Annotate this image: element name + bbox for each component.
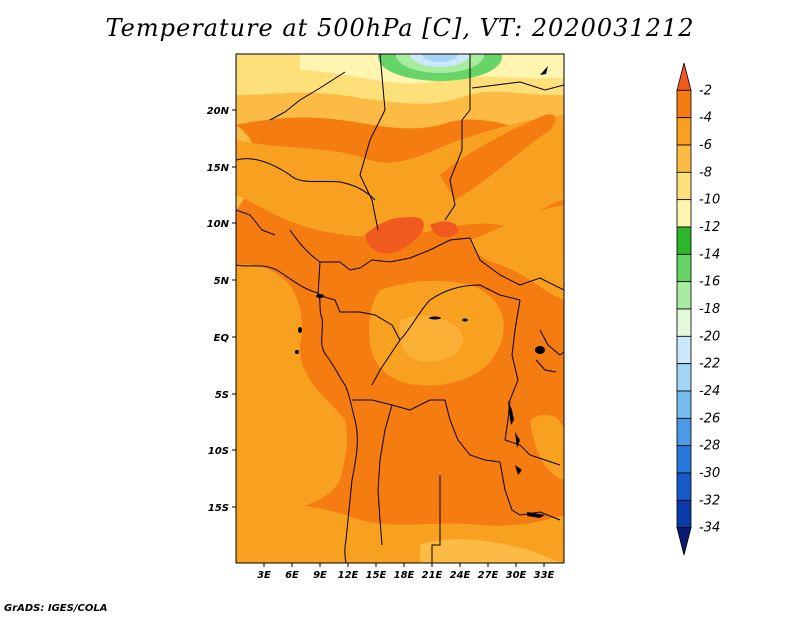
colorbar-segment (676, 308, 692, 337)
colorbar-label: -34 (699, 521, 720, 536)
colorbar-label: -8 (699, 165, 712, 180)
colorbar-segment (676, 171, 692, 201)
colorbar-segment (676, 390, 692, 419)
lat-tick-label: 10N (207, 219, 230, 230)
colorbar-label: -26 (699, 411, 720, 426)
lon-tick-label: 30E (506, 570, 527, 581)
colorbar-segment (676, 335, 692, 365)
colorbar-label: -32 (699, 493, 720, 508)
lon-tick-label: 12E (338, 570, 359, 581)
lon-tick-label: 9E (313, 570, 327, 581)
colorbar-label: -24 (699, 384, 720, 399)
colorbar-label: -28 (699, 439, 720, 454)
colorbar-label: -14 (699, 247, 720, 262)
chart-title: Temperature at 500hPa [C], VT: 202003121… (105, 14, 695, 42)
colorbar-label: -18 (699, 302, 720, 317)
lon-tick-label: 21E (422, 570, 443, 581)
temperature-field (236, 54, 564, 563)
colorbar-segment (676, 89, 692, 119)
lat-tick-label: EQ (214, 333, 230, 344)
colorbar-label: -6 (699, 138, 712, 153)
colorbar-label: -4 (699, 111, 712, 126)
lon-axis: 3E 6E 9E 12E 15E 18E 21E 24E 27E 30E 33E (257, 563, 555, 581)
colorbar-segment (676, 226, 692, 255)
colorbar-label: -20 (699, 329, 720, 344)
colorbar-label: -16 (699, 275, 720, 290)
colorbar-segment (676, 199, 692, 228)
colorbar-segment (676, 499, 692, 529)
grads-credit: GrADS: IGES/COLA (4, 603, 108, 614)
colorbar-label: -30 (699, 466, 720, 481)
colorbar-label: -2 (699, 83, 712, 98)
lat-tick-label: 15N (207, 163, 230, 174)
colorbar-segment (676, 417, 692, 447)
colorbar-segment (676, 253, 692, 283)
lat-tick-label: 5S (215, 390, 229, 401)
country-borders (236, 54, 564, 563)
lat-tick-label: 20N (207, 106, 230, 117)
colorbar-segment (676, 117, 692, 146)
lat-tick-label: 10S (208, 446, 229, 457)
lon-tick-label: 24E (450, 570, 471, 581)
lat-tick-label: 15S (208, 503, 229, 514)
colorbar-label: -22 (699, 357, 720, 372)
colorbar-segment (676, 445, 692, 474)
colorbar-segment (676, 62, 692, 91)
colorbar-label: -12 (699, 220, 720, 235)
colorbar-segment (676, 527, 692, 556)
colorbar-segment (676, 144, 692, 173)
lon-tick-label: 18E (394, 570, 415, 581)
lon-tick-label: 3E (257, 570, 271, 581)
lon-tick-label: 27E (478, 570, 499, 581)
colorbar-segment (676, 281, 692, 310)
colorbar-segment (676, 472, 692, 501)
lon-tick-label: 15E (366, 570, 387, 581)
lat-axis: 20N 15N 10N 5N EQ 5S 10S 15S (207, 106, 236, 514)
colorbar-label: -10 (699, 193, 720, 208)
lat-tick-label: 5N (214, 276, 230, 287)
colorbar: -2 -4 -6 -8 -10 -12 -14 -16 -18 -20 -22 -24 -26 -28 -3… (676, 62, 720, 556)
lon-tick-label: 33E (534, 570, 555, 581)
colorbar-segment (676, 363, 692, 392)
map-frame (235, 53, 565, 564)
lon-tick-label: 6E (285, 570, 299, 581)
lakes (295, 66, 548, 518)
